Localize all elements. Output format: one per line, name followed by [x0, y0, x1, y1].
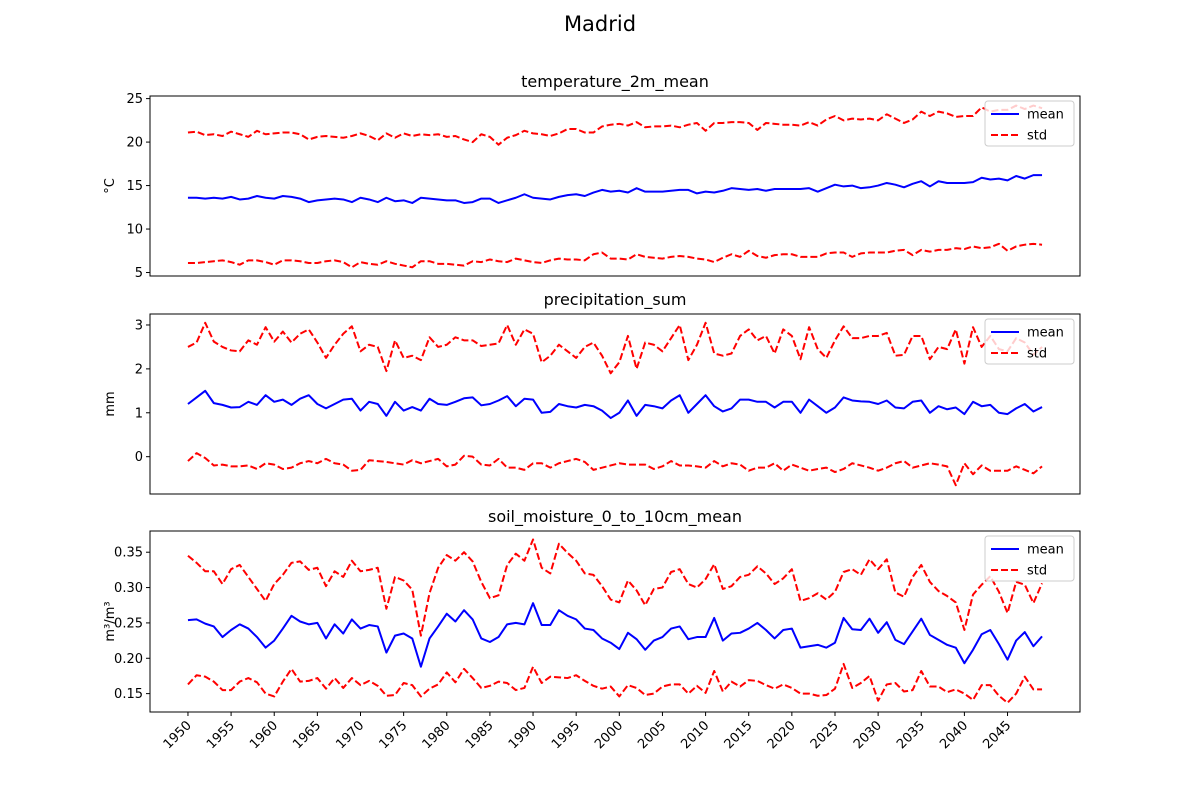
- subplot-title: temperature_2m_mean: [521, 72, 709, 92]
- y-tick-label: 0.20: [114, 652, 143, 667]
- series-line-mean: [187, 174, 1043, 204]
- x-tick-label: 1970: [333, 718, 367, 752]
- series-line-std-2: [187, 242, 1043, 269]
- x-tick-label: 1950: [161, 718, 195, 752]
- x-tick-label: 2020: [765, 718, 799, 752]
- x-tick-label: 1965: [290, 718, 324, 752]
- legend-label-mean: mean: [1027, 326, 1064, 341]
- figure-title: Madrid: [564, 12, 636, 36]
- subplot-3: soil_moisture_0_to_10cm_mean 0.15 0.20 0.25…: [103, 507, 1081, 752]
- legend-label-mean: mean: [1027, 108, 1064, 123]
- y-tick-label: 0.35: [114, 546, 143, 561]
- subplot-title: precipitation_sum: [544, 290, 687, 310]
- x-tick-label: 2000: [592, 718, 626, 752]
- x-tick-label: 2035: [894, 718, 928, 752]
- series-line-mean: [187, 389, 1043, 420]
- x-tick-label: 1955: [204, 718, 238, 752]
- legend: mean std: [984, 535, 1075, 582]
- y-tick-label: 10: [126, 223, 143, 238]
- series-line-std-1: [187, 104, 1043, 146]
- x-tick-label: 1980: [420, 718, 454, 752]
- y-tick-label: 5: [135, 266, 143, 281]
- legend: mean std: [984, 100, 1075, 147]
- series-line-std-2: [187, 662, 1043, 704]
- x-tick-label: 1990: [506, 718, 540, 752]
- legend-label-mean: mean: [1027, 543, 1064, 558]
- x-tick-label: 2005: [635, 718, 669, 752]
- x-tick-label: 1995: [549, 718, 583, 752]
- subplot-title: soil_moisture_0_to_10cm_mean: [488, 507, 742, 527]
- legend-label-std: std: [1027, 129, 1047, 144]
- y-tick-label: 3: [135, 318, 143, 333]
- legend-label-std: std: [1027, 347, 1047, 362]
- x-tick-label: 2015: [722, 718, 756, 752]
- legend-label-std: std: [1027, 564, 1047, 579]
- subplot-2: precipitation_sum 0 1 2 3 mm mean std: [103, 290, 1081, 495]
- y-tick-label: 0.15: [114, 687, 143, 702]
- x-tick-label: 1960: [247, 718, 281, 752]
- y-axis-label: m³/m³: [103, 601, 118, 641]
- y-tick-label: 15: [126, 179, 143, 194]
- legend: mean std: [984, 318, 1075, 365]
- series-line-std-1: [187, 321, 1043, 375]
- y-tick-label: 1: [135, 406, 143, 421]
- axes-frame: [149, 530, 1081, 713]
- x-tick-label: 2025: [808, 718, 842, 752]
- x-tick-label: 1985: [463, 718, 497, 752]
- y-axis-label: °C: [103, 178, 118, 194]
- y-axis-label: mm: [103, 391, 118, 416]
- x-tick-label: 1975: [376, 718, 410, 752]
- y-tick-label: 25: [126, 92, 143, 107]
- y-tick-label: 20: [126, 136, 143, 151]
- x-tick-label: 2045: [980, 718, 1014, 752]
- series-line-std-2: [187, 452, 1043, 487]
- x-tick-label: 2040: [937, 718, 971, 752]
- subplot-1: temperature_2m_mean 5 10 15 20 25 °C mean std: [103, 72, 1081, 281]
- y-tick-label: 0.25: [114, 616, 143, 631]
- x-tick-label: 2010: [678, 718, 712, 752]
- y-tick-label: 2: [135, 362, 143, 377]
- y-tick-label: 0.30: [114, 581, 143, 596]
- series-line-std-1: [187, 538, 1043, 637]
- axes-frame: [149, 313, 1081, 495]
- x-tick-label: 2030: [851, 718, 885, 752]
- series-line-mean: [187, 602, 1043, 668]
- y-tick-label: 0: [135, 450, 143, 465]
- axes-frame: [149, 95, 1081, 277]
